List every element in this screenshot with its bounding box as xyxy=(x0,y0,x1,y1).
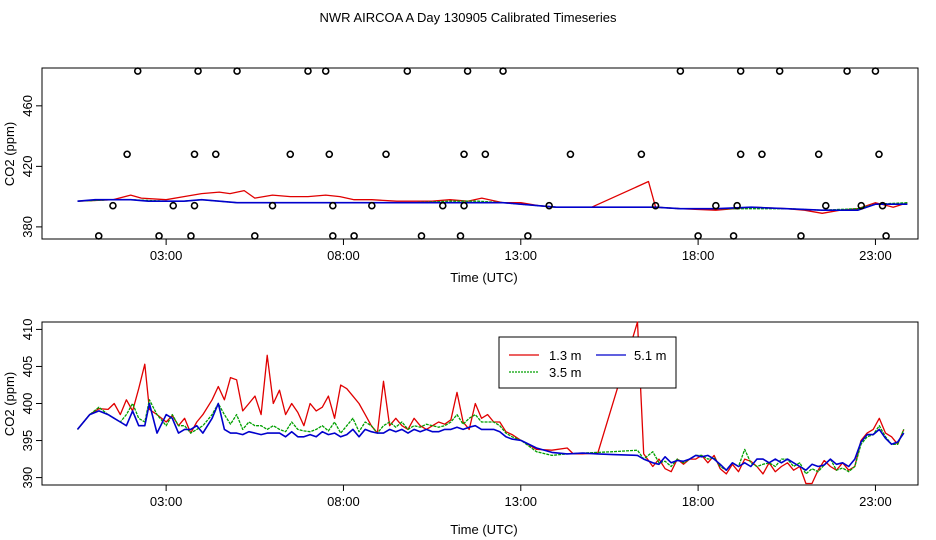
marker-point xyxy=(878,201,887,210)
legend-label-red: 1.3 m xyxy=(549,348,582,363)
y-tick-label: 395 xyxy=(20,430,35,452)
marker-point xyxy=(304,67,312,75)
x-tick-label: 08:00 xyxy=(327,248,360,263)
legend-label-green: 3.5 m xyxy=(549,365,582,380)
chart-title: NWR AIRCOA A Day 130905 Calibrated Times… xyxy=(320,10,617,25)
marker-point xyxy=(190,150,199,159)
top-markers-group xyxy=(94,67,890,240)
marker-point xyxy=(194,67,202,75)
x-tick-label: 13:00 xyxy=(505,494,538,509)
marker-point xyxy=(438,201,447,210)
legend-label-blue: 5.1 m xyxy=(634,348,667,363)
top-y-axis-label: CO2 (ppm) xyxy=(2,122,17,186)
marker-point xyxy=(524,232,532,240)
marker-point xyxy=(566,150,575,159)
marker-point xyxy=(417,232,426,240)
y-tick-label: 380 xyxy=(20,216,35,238)
top-x-axis-label: Time (UTC) xyxy=(450,270,517,285)
x-tick-label: 18:00 xyxy=(682,494,715,509)
x-tick-label: 23:00 xyxy=(859,248,892,263)
marker-point xyxy=(875,150,883,159)
series-line-5-1-m xyxy=(77,198,908,211)
marker-point xyxy=(233,67,241,75)
x-tick-label: 03:00 xyxy=(150,248,183,263)
marker-point xyxy=(857,201,866,210)
marker-point xyxy=(797,232,805,240)
marker-point xyxy=(499,67,507,75)
bottom-y-axis-label: CO2 (ppm) xyxy=(2,372,17,436)
marker-point xyxy=(329,201,337,210)
bottom-series-group xyxy=(76,321,905,485)
y-tick-label: 410 xyxy=(20,319,35,341)
marker-point xyxy=(843,67,851,75)
x-tick-label: 13:00 xyxy=(505,248,538,263)
x-tick-label: 18:00 xyxy=(682,248,715,263)
marker-point xyxy=(250,232,259,240)
marker-point xyxy=(169,201,178,210)
marker-point xyxy=(325,150,334,159)
marker-point xyxy=(733,201,741,210)
marker-point xyxy=(736,150,745,159)
marker-point xyxy=(456,232,465,240)
marker-point xyxy=(676,67,685,75)
marker-point xyxy=(211,150,220,159)
bottom-axes: 03:00 08:00 13:00 18:00 23:00 390 395 400 405 410 xyxy=(20,319,892,509)
marker-point xyxy=(403,67,412,75)
marker-point xyxy=(545,201,553,210)
marker-point xyxy=(94,232,103,240)
top-series-group xyxy=(77,180,908,214)
x-tick-label: 03:00 xyxy=(150,494,183,509)
top-plot-frame xyxy=(41,67,919,240)
marker-point xyxy=(758,150,766,159)
marker-point xyxy=(775,67,784,75)
marker-point xyxy=(268,201,277,210)
marker-point xyxy=(814,150,823,159)
marker-point xyxy=(133,67,142,75)
series-line-5-1-m xyxy=(76,402,905,472)
bottom-x-axis-label: Time (UTC) xyxy=(450,522,517,537)
marker-point xyxy=(712,201,720,210)
y-tick-label: 460 xyxy=(20,95,35,117)
y-tick-label: 405 xyxy=(20,356,35,378)
marker-point xyxy=(871,67,880,75)
marker-point xyxy=(460,201,468,210)
marker-point xyxy=(321,67,330,75)
marker-point xyxy=(350,232,358,240)
marker-point xyxy=(190,201,199,210)
marker-point xyxy=(123,150,131,159)
marker-point xyxy=(382,150,390,159)
marker-point xyxy=(481,150,490,159)
marker-point xyxy=(109,201,117,210)
marker-point xyxy=(736,67,745,75)
marker-point xyxy=(651,201,660,210)
y-tick-label: 390 xyxy=(20,467,35,489)
marker-point xyxy=(286,150,295,159)
legend-box xyxy=(498,336,677,389)
marker-point xyxy=(329,232,337,240)
bottom-panel: 03:00 08:00 13:00 18:00 23:00 390 395 400 405 410… xyxy=(2,319,919,537)
top-axes: 03:00 08:00 13:00 18:00 23:00 380 420 460 xyxy=(20,95,892,263)
marker-point xyxy=(460,150,468,159)
top-panel: 03:00 08:00 13:00 18:00 23:00 380 420 460 Time … xyxy=(2,67,919,285)
x-tick-label: 23:00 xyxy=(859,494,892,509)
legend: 1.3 m 3.5 m 5.1 m xyxy=(498,336,677,389)
marker-point xyxy=(821,201,830,210)
y-tick-label: 420 xyxy=(20,156,35,178)
marker-point xyxy=(155,232,163,240)
marker-point xyxy=(729,232,738,240)
marker-point xyxy=(637,150,646,159)
marker-point xyxy=(694,232,702,240)
marker-point xyxy=(882,232,890,240)
series-line-1-3-m xyxy=(76,321,905,485)
marker-point xyxy=(463,67,472,75)
x-tick-label: 08:00 xyxy=(327,494,360,509)
marker-point xyxy=(187,232,195,240)
y-tick-label: 400 xyxy=(20,393,35,415)
marker-point xyxy=(368,201,376,210)
